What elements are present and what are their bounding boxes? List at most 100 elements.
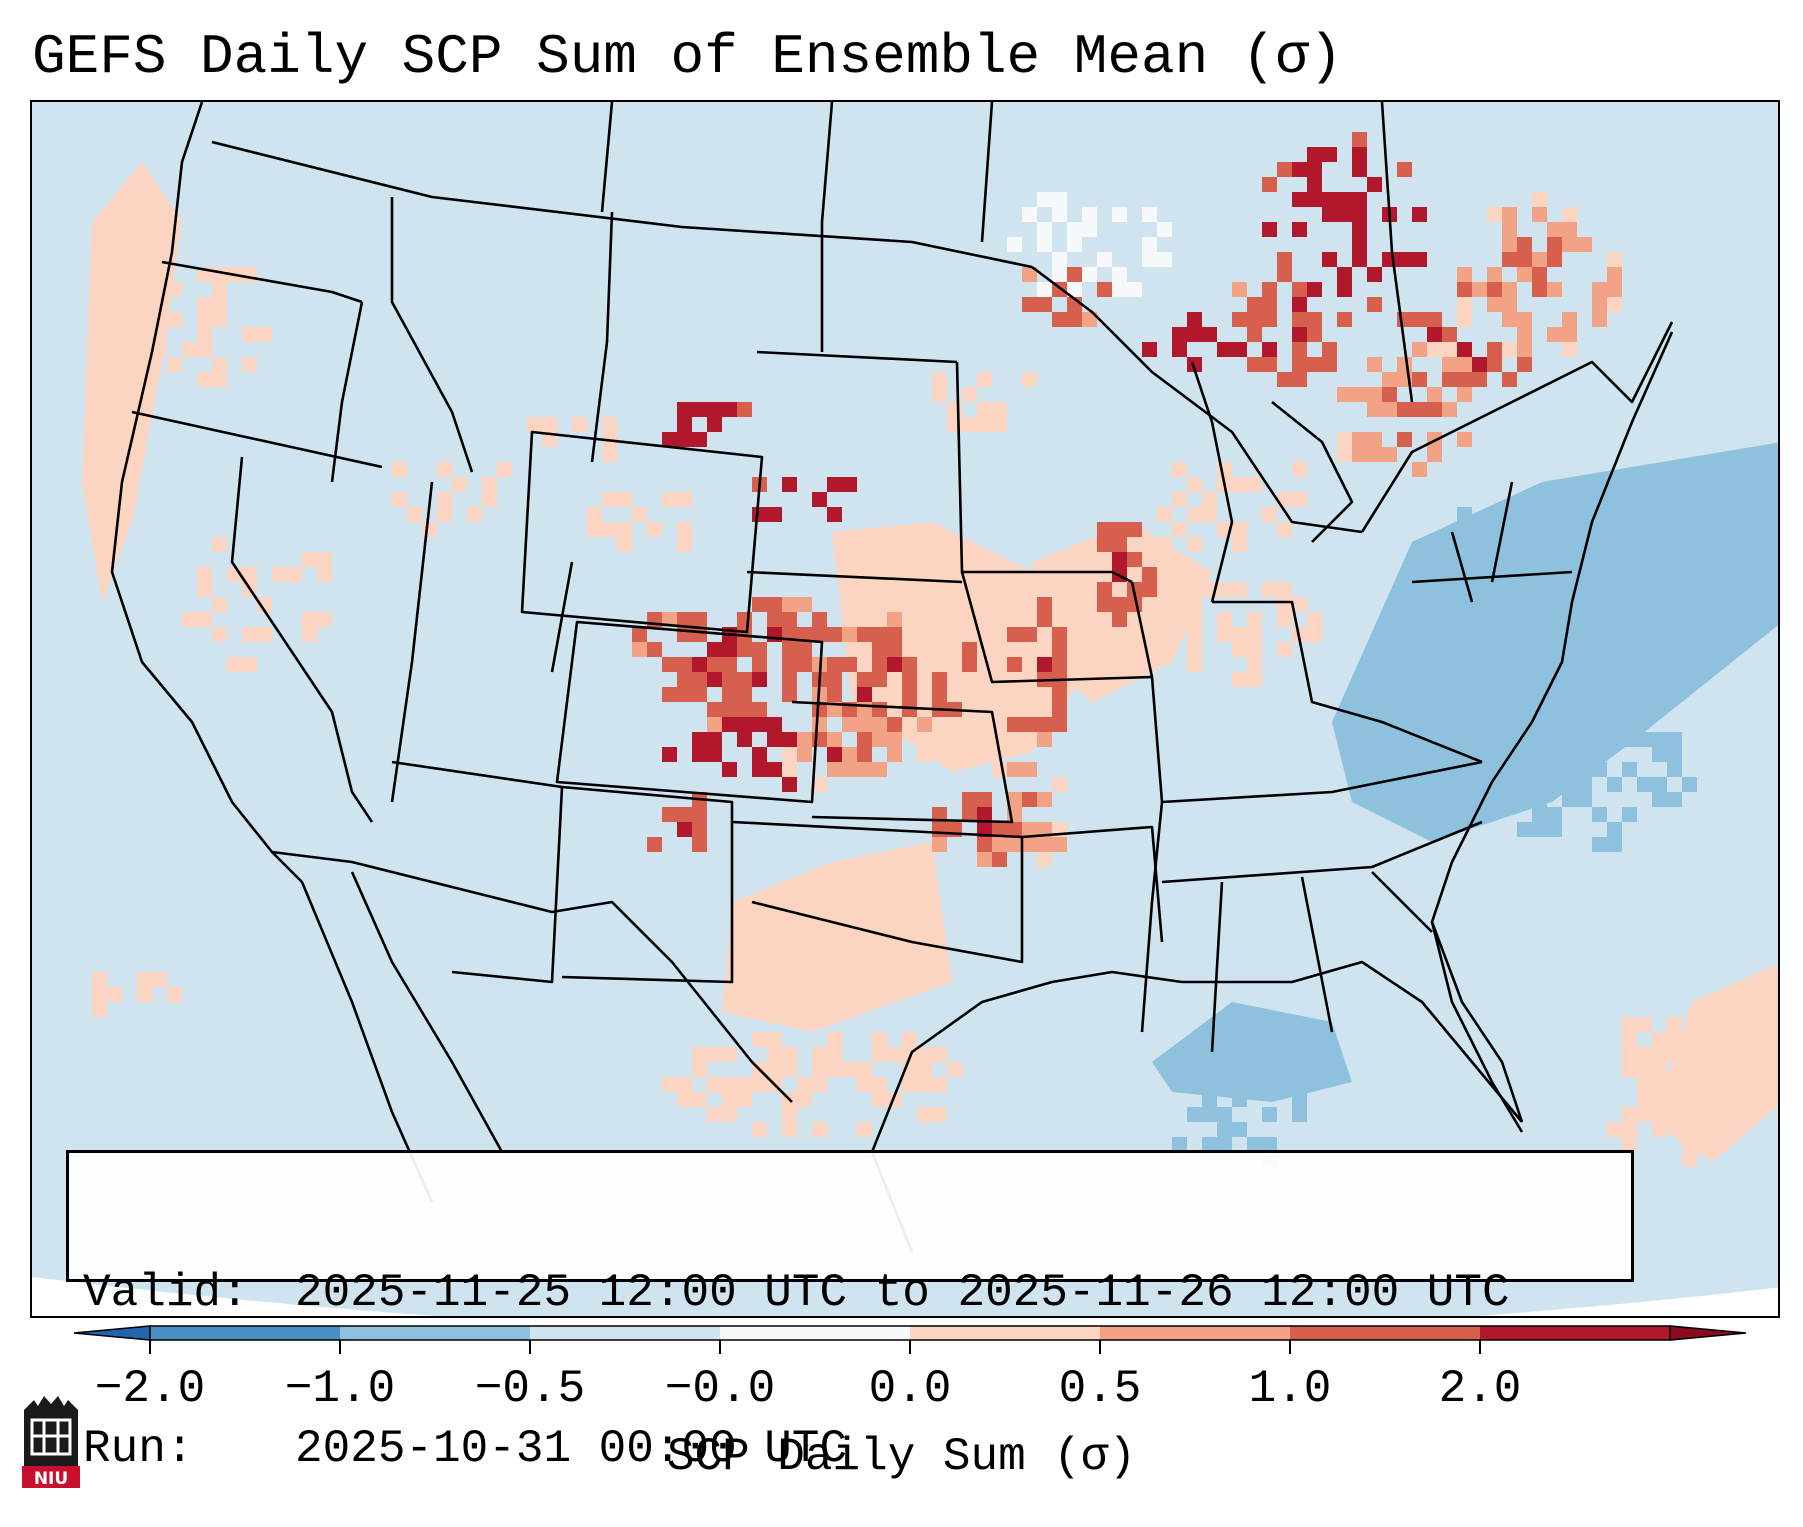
scp-grid-cell	[1112, 192, 1127, 207]
colorbar-title: SCP Daily Sum (σ)	[666, 1431, 1137, 1483]
scp-grid-cell	[1352, 447, 1367, 462]
scp-grid-cell	[1622, 627, 1637, 642]
scp-grid-cell	[722, 657, 737, 672]
scp-grid-cell	[1247, 357, 1262, 372]
scp-grid-cell	[1052, 267, 1067, 282]
scp-grid-cell	[1427, 447, 1442, 462]
scp-grid-cell	[1547, 282, 1562, 297]
scp-grid-cell	[1517, 537, 1532, 552]
scp-grid-cell	[932, 672, 947, 687]
scp-grid-cell	[707, 642, 722, 657]
scp-grid-cell	[1457, 297, 1472, 312]
scp-grid-cell	[857, 732, 872, 747]
scp-grid-cell	[1292, 282, 1307, 297]
scp-grid-cell	[1607, 777, 1622, 792]
scp-grid-cell	[857, 762, 872, 777]
scp-grid-cell	[782, 777, 797, 792]
scp-grid-cell	[1622, 1047, 1637, 1062]
scp-grid-cell	[872, 732, 887, 747]
scp-grid-cell	[692, 807, 707, 822]
chart-title: GEFS Daily SCP Sum of Ensemble Mean (σ)	[32, 25, 1343, 89]
scp-grid-cell	[1217, 627, 1232, 642]
scp-grid-cell	[1607, 627, 1622, 642]
scp-grid-cell	[152, 267, 167, 282]
scp-grid-cell	[1052, 702, 1067, 717]
scp-grid-cell	[1247, 327, 1262, 342]
scp-grid-cell	[1712, 1107, 1727, 1122]
scp-grid-cell	[1442, 342, 1457, 357]
scp-grid-cell	[1307, 357, 1322, 372]
scp-grid-cell	[917, 717, 932, 732]
scp-grid-cell	[1232, 477, 1247, 492]
colorbar-tick-label: −2.0	[94, 1363, 206, 1415]
scp-grid-cell	[632, 642, 647, 657]
scp-grid-cell	[1037, 297, 1052, 312]
scp-grid-cell	[1157, 192, 1172, 207]
scp-grid-cell	[1547, 807, 1562, 822]
scp-grid-cell	[1037, 657, 1052, 672]
scp-grid-cell	[677, 687, 692, 702]
scp-grid-cell	[1052, 192, 1067, 207]
scp-grid-cell	[1682, 1152, 1697, 1167]
scp-grid-cell	[767, 717, 782, 732]
scp-grid-cell	[1262, 177, 1277, 192]
scp-grid-cell	[707, 657, 722, 672]
scp-grid-cell	[977, 852, 992, 867]
colorbar	[70, 1318, 1750, 1363]
scp-grid-cell	[167, 987, 182, 1002]
scp-grid-cell	[1442, 552, 1457, 567]
scp-grid-cell	[737, 717, 752, 732]
scp-grid-cell	[1067, 312, 1082, 327]
scp-grid-cell	[1352, 222, 1367, 237]
scp-grid-cell	[1442, 327, 1457, 342]
scp-grid-cell	[1112, 597, 1127, 612]
scp-grid-cell	[1442, 627, 1457, 642]
scp-grid-cell	[1547, 702, 1562, 717]
scp-grid-cell	[1397, 357, 1412, 372]
scp-grid-cell	[1562, 792, 1577, 807]
scp-grid-cell	[1532, 192, 1547, 207]
scp-grid-cell	[992, 417, 1007, 432]
scp-grid-cell	[1262, 357, 1277, 372]
scp-grid-cell	[707, 672, 722, 687]
scp-grid-cell	[977, 807, 992, 822]
scp-grid-cell	[812, 1047, 827, 1062]
scp-grid-cell	[887, 642, 902, 657]
scp-grid-cell	[1622, 597, 1637, 612]
four-corners	[391, 760, 564, 984]
scp-grid-cell	[1502, 552, 1517, 567]
scp-grid-cell	[1232, 282, 1247, 297]
scp-grid-cell	[1607, 582, 1622, 597]
scp-grid-cell	[677, 807, 692, 822]
scp-grid-cell	[1232, 522, 1247, 537]
scp-grid-cell	[1412, 312, 1427, 327]
scp-grid-cell	[1532, 597, 1547, 612]
scp-grid-cell	[1277, 372, 1292, 387]
scp-grid-cell	[677, 432, 692, 447]
scp-grid-cell	[1037, 282, 1052, 297]
scp-grid-cell	[1592, 567, 1607, 582]
scp-grid-cell	[1547, 732, 1562, 747]
scp-grid-cell	[1172, 342, 1187, 357]
scp-grid-cell	[962, 807, 977, 822]
scp-grid-cell	[212, 297, 227, 312]
scp-grid-cell	[317, 612, 332, 627]
scp-grid-cell	[1172, 327, 1187, 342]
scp-grid-cell	[1727, 1062, 1742, 1077]
scp-grid-cell	[1652, 1107, 1667, 1122]
kansas	[791, 700, 1014, 824]
scp-grid-cell	[1457, 687, 1472, 702]
scp-grid-cell	[1172, 612, 1187, 627]
scp-grid-cell	[842, 762, 857, 777]
scp-grid-cell	[197, 342, 212, 357]
scp-grid-cell	[572, 417, 587, 432]
scp-grid-cell	[827, 672, 842, 687]
scp-grid-cell	[1517, 597, 1532, 612]
scp-grid-cell	[1232, 582, 1247, 597]
scp-grid-cell	[1262, 582, 1277, 597]
scp-grid-cell	[1592, 807, 1607, 822]
scp-grid-cell	[692, 1047, 707, 1062]
canada-provinces	[600, 102, 1414, 403]
scp-grid-cell	[1457, 342, 1472, 357]
scp-grid-cell	[872, 627, 887, 642]
